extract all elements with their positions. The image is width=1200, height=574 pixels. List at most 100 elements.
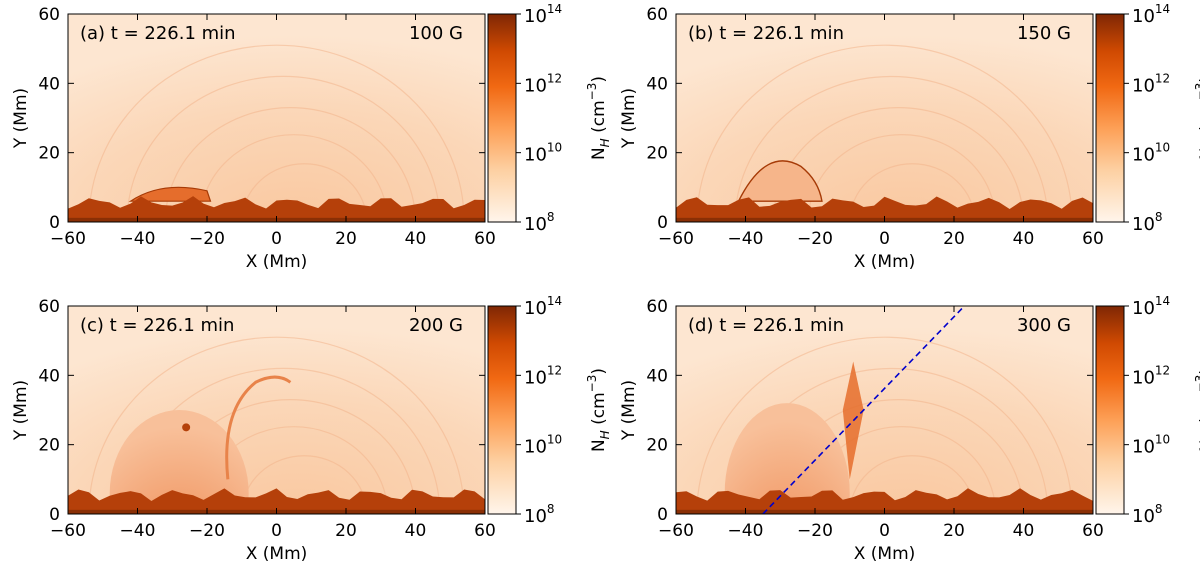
colorbar-tick-label: 1012	[524, 363, 562, 388]
x-axis-label: X (Mm)	[246, 544, 308, 564]
x-tick-label: 20	[943, 229, 965, 249]
x-tick-label: −40	[120, 229, 156, 249]
loop-arc	[88, 44, 465, 222]
colorbar-tick-label: 1014	[1132, 2, 1170, 27]
x-tick-label: 40	[405, 521, 427, 541]
panel-label: (c) t = 226.1 min	[80, 315, 234, 336]
loop-arc	[199, 134, 389, 222]
eruption-bubble	[724, 403, 850, 514]
x-tick-label: 20	[335, 229, 357, 249]
density-map	[676, 14, 1093, 222]
y-tick-label: 60	[38, 5, 60, 25]
colorbar-tick-label: 1014	[524, 2, 562, 27]
y-axis-label: Y (Mm)	[11, 88, 31, 149]
colorbar-tick-label: 1014	[1132, 294, 1170, 319]
x-tick-label: −60	[50, 229, 86, 249]
colorbar-tick-label: 1014	[524, 294, 562, 319]
y-tick-label: 20	[646, 436, 668, 456]
colorbar: 108 1010 1012 1014 NH (cm−3)	[487, 294, 612, 527]
y-tick-label: 0	[49, 505, 60, 525]
cut-line	[762, 306, 965, 514]
density-map	[68, 14, 485, 222]
corona-background	[676, 14, 1093, 222]
field-strength-label: 150 G	[1017, 23, 1071, 44]
colorbar-tick-label: 1010	[1132, 433, 1170, 458]
x-tick-label: −60	[658, 229, 694, 249]
x-tick-label: 40	[405, 229, 427, 249]
y-axis-label: Y (Mm)	[619, 88, 639, 149]
colorbar-tick-label: 108	[524, 210, 555, 235]
field-strength-label: 100 G	[409, 23, 463, 44]
colorbar-label: NH (cm−3)	[585, 368, 612, 452]
x-axis-label: X (Mm)	[854, 544, 916, 564]
y-tick-label: 40	[646, 366, 668, 386]
x-tick-label: 40	[1013, 521, 1035, 541]
y-tick-label: 40	[646, 74, 668, 94]
panel-a: −60 −40 −20 0 20 40 60 0 20 40 60 X (Mm) Y (Mm) (a) t…	[11, 2, 612, 272]
y-tick-label: 40	[38, 74, 60, 94]
chromosphere-layer	[676, 488, 1093, 514]
x-tick-label: −40	[728, 229, 764, 249]
x-tick-label: 0	[879, 229, 890, 249]
panel-label: (a) t = 226.1 min	[80, 23, 236, 44]
x-tick-label: 60	[474, 229, 496, 249]
colorbar: 108 1010 1012 1014 NH (cm−3)	[1095, 294, 1200, 527]
y-tick-label: 20	[38, 144, 60, 164]
x-tick-label: −20	[797, 229, 833, 249]
colorbar-gradient	[1095, 13, 1125, 223]
chromosphere-layer	[68, 488, 485, 514]
colorbar-label: NH (cm−3)	[585, 76, 612, 160]
current-sheet	[225, 375, 292, 480]
loop-arc	[696, 44, 1073, 222]
colorbar-tick-label: 1012	[1132, 71, 1170, 96]
field-strength-label: 200 G	[409, 315, 463, 336]
x-tick-label: 0	[271, 229, 282, 249]
x-tick-label: 20	[943, 521, 965, 541]
x-tick-label: −20	[189, 521, 225, 541]
colorbar-gradient	[487, 305, 517, 515]
panel-label: (d) t = 226.1 min	[688, 315, 844, 336]
colorbar-tick-label: 1010	[524, 141, 562, 166]
field-strength-label: 300 G	[1017, 315, 1071, 336]
x-tick-label: −40	[120, 521, 156, 541]
corona-background	[68, 14, 485, 222]
colorbar-tick-label: 108	[1132, 502, 1163, 527]
loop-arc	[849, 455, 976, 514]
y-tick-label: 40	[38, 366, 60, 386]
y-tick-label: 20	[38, 436, 60, 456]
y-tick-label: 0	[49, 213, 60, 233]
loop-arc	[88, 336, 465, 514]
loop-arc	[696, 336, 1073, 514]
x-tick-label: 60	[474, 521, 496, 541]
eruption-bubble	[737, 160, 823, 202]
loop-arc	[241, 163, 368, 222]
panel-d: −60 −40 −20 0 20 40 60 0 20 40 60 X (Mm) Y (Mm) (d) t…	[619, 294, 1200, 564]
density-map	[68, 306, 485, 514]
panel-c: −60 −40 −20 0 20 40 60 0 20 40 60 X (Mm) Y (Mm) (c) t…	[11, 294, 612, 564]
x-tick-label: 0	[271, 521, 282, 541]
colorbar-tick-label: 1012	[524, 71, 562, 96]
colorbar-label: NH (cm−3)	[1193, 76, 1200, 160]
colorbar-tick-label: 1010	[524, 433, 562, 458]
panel-b: −60 −40 −20 0 20 40 60 0 20 40 60 X (Mm) Y (Mm) (b) t…	[619, 2, 1200, 272]
x-tick-label: −60	[658, 521, 694, 541]
x-tick-label: −60	[50, 521, 86, 541]
x-axis-label: X (Mm)	[854, 252, 916, 272]
x-tick-label: 20	[335, 521, 357, 541]
eruption-bubble	[109, 410, 249, 514]
chromosphere-layer	[68, 196, 485, 222]
y-tick-label: 0	[657, 213, 668, 233]
loop-arc	[807, 134, 997, 222]
x-tick-label: 60	[1082, 521, 1104, 541]
panel-label: (b) t = 226.1 min	[688, 23, 844, 44]
colorbar: 108 1010 1012 1014 NH (cm−3)	[1095, 2, 1200, 235]
y-tick-label: 60	[646, 297, 668, 317]
loop-arc	[849, 163, 976, 222]
y-axis-label: Y (Mm)	[11, 380, 31, 441]
colorbar-tick-label: 108	[1132, 210, 1163, 235]
y-axis-label: Y (Mm)	[619, 380, 639, 441]
x-tick-label: 40	[1013, 229, 1035, 249]
x-tick-label: 0	[879, 521, 890, 541]
loop-arc	[164, 107, 417, 222]
